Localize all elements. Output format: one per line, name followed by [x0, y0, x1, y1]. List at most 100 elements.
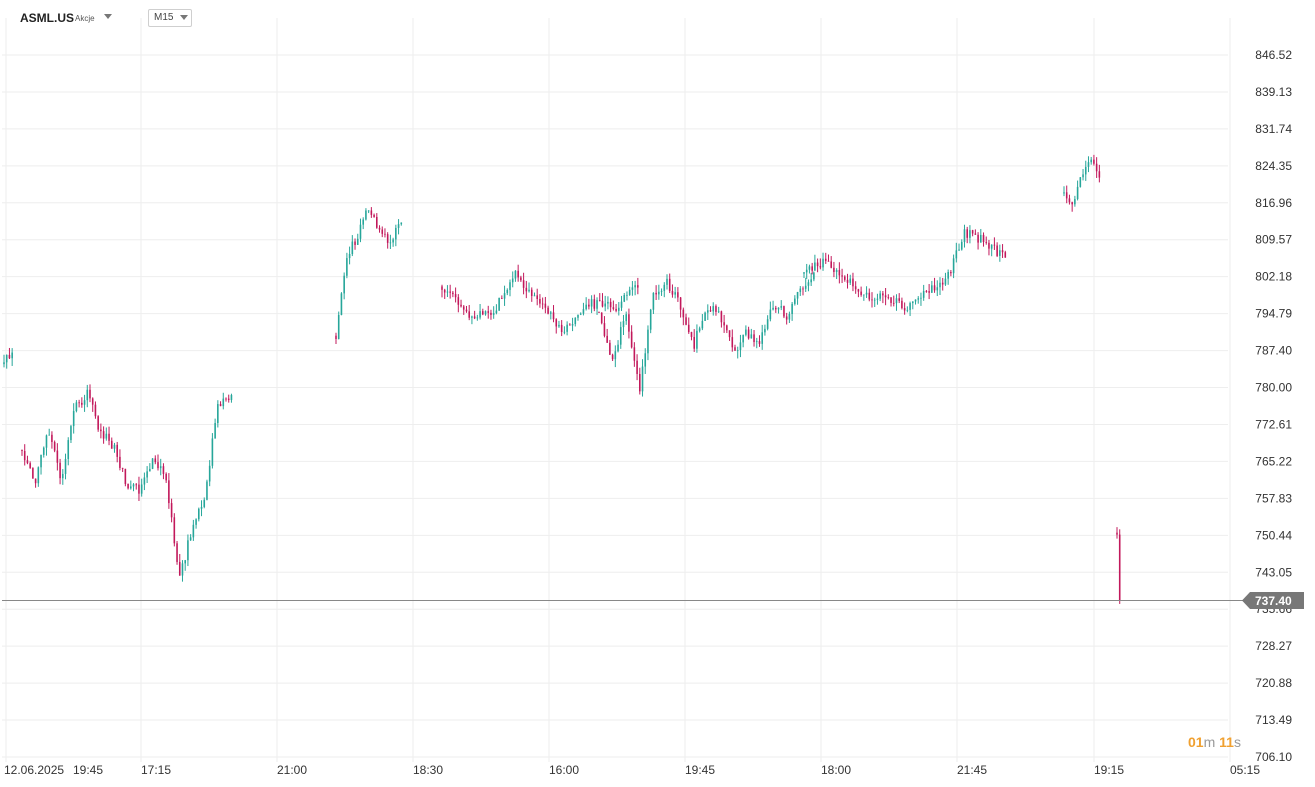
- candle: [343, 272, 345, 300]
- candle: [5, 354, 8, 369]
- candle: [517, 264, 519, 282]
- candle: [1079, 176, 1082, 188]
- candle: [384, 228, 386, 238]
- candle: [728, 330, 731, 341]
- candle: [75, 400, 78, 413]
- candle: [617, 340, 619, 353]
- candle: [219, 401, 222, 407]
- candle: [484, 310, 487, 316]
- candle: [29, 461, 31, 469]
- candle: [514, 270, 517, 282]
- candle: [528, 282, 530, 293]
- candle: [860, 286, 862, 297]
- candle: [1004, 250, 1007, 258]
- candle: [634, 280, 636, 296]
- y-tick-label: 750.44: [1255, 528, 1292, 542]
- candle: [3, 354, 5, 368]
- candle: [955, 242, 958, 263]
- candle: [895, 294, 898, 311]
- candle: [611, 353, 614, 362]
- candle: [56, 443, 59, 471]
- candle: [21, 449, 23, 456]
- candle: [775, 305, 777, 313]
- candle: [346, 252, 348, 279]
- timeframe-select[interactable]: M15: [148, 9, 192, 27]
- candle: [51, 431, 53, 449]
- candle: [479, 303, 481, 320]
- candle: [766, 315, 769, 331]
- candle: [97, 415, 99, 432]
- candle: [663, 282, 666, 298]
- candle: [11, 348, 13, 366]
- candle: [1090, 156, 1092, 165]
- candle: [541, 297, 544, 310]
- candle: [936, 280, 939, 297]
- candle: [854, 281, 857, 294]
- candle: [511, 271, 514, 288]
- countdown-seconds-unit: s: [1233, 734, 1241, 750]
- candle: [755, 337, 758, 349]
- candle: [637, 277, 639, 295]
- symbol-name[interactable]: ASML.US: [20, 11, 74, 25]
- candle: [993, 237, 996, 250]
- candle: [490, 309, 492, 320]
- candle: [62, 469, 64, 485]
- y-tick-label: 846.52: [1255, 48, 1292, 62]
- candle: [1093, 154, 1095, 166]
- candle: [34, 478, 37, 488]
- candle: [884, 288, 887, 306]
- candle: [852, 272, 854, 292]
- candle: [844, 275, 846, 282]
- candle: [509, 279, 511, 297]
- x-tick-label: 17:15: [141, 763, 171, 777]
- candle: [151, 458, 154, 470]
- candle: [846, 273, 849, 289]
- candle: [715, 304, 717, 316]
- candle: [506, 288, 509, 296]
- candle: [356, 233, 359, 245]
- candle: [906, 306, 909, 313]
- candle: [536, 288, 538, 306]
- y-tick-label: 831.74: [1255, 122, 1292, 136]
- candle: [607, 296, 609, 310]
- candle: [503, 285, 506, 306]
- candle: [704, 311, 706, 321]
- candle: [805, 263, 808, 279]
- candle: [157, 454, 159, 471]
- candle: [362, 217, 364, 230]
- candle: [351, 235, 354, 257]
- candle: [780, 300, 783, 311]
- candle: [113, 442, 116, 453]
- candle: [81, 397, 83, 408]
- candle: [23, 444, 26, 466]
- candle: [849, 274, 852, 286]
- candles: [3, 154, 1121, 604]
- candle: [890, 297, 892, 307]
- candle: [974, 229, 977, 235]
- candle: [947, 269, 949, 285]
- current-price-label: 737.40: [1255, 594, 1292, 609]
- x-tick-label: 19:45: [685, 763, 715, 777]
- candle: [1063, 186, 1065, 197]
- countdown-minutes: 01: [1188, 734, 1204, 750]
- candle: [571, 317, 574, 332]
- candle: [783, 305, 785, 319]
- candle: [135, 483, 138, 490]
- candle: [901, 297, 903, 310]
- candle: [603, 316, 606, 338]
- candle: [720, 310, 723, 328]
- candle: [400, 222, 403, 226]
- candle: [1116, 527, 1118, 539]
- candle: [879, 290, 881, 302]
- y-tick-label: 809.57: [1255, 233, 1292, 247]
- candle: [966, 226, 968, 244]
- candle: [195, 518, 197, 529]
- candle: [443, 288, 446, 299]
- candle: [734, 344, 736, 351]
- candle: [579, 312, 582, 316]
- y-tick-label: 765.22: [1255, 454, 1292, 468]
- candle: [892, 295, 895, 307]
- candle: [370, 207, 373, 218]
- symbol-dropdown-icon[interactable]: [104, 14, 112, 19]
